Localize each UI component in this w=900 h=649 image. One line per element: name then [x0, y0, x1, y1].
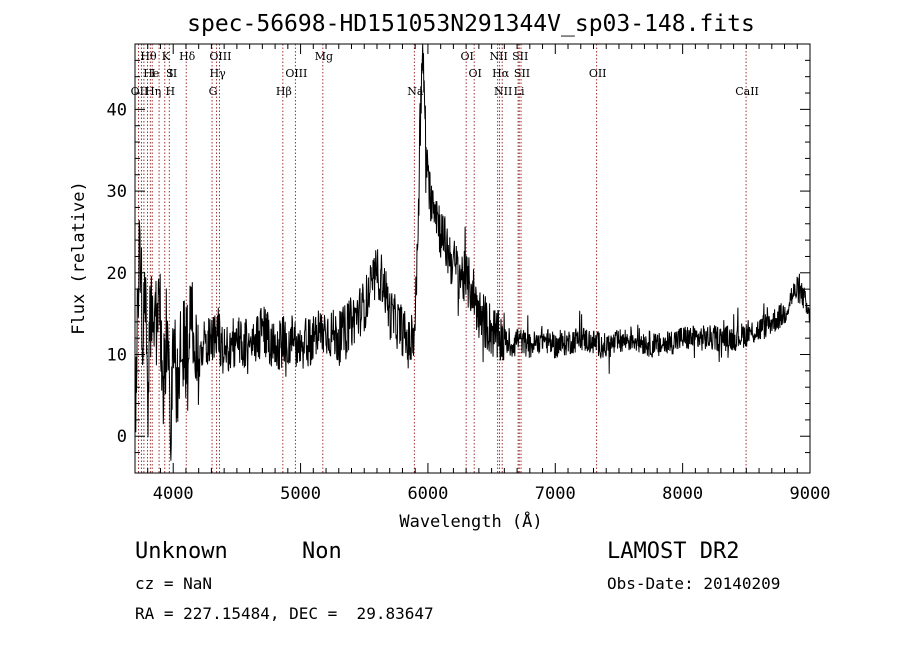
- line-label: Mg: [315, 50, 333, 63]
- chart-title: spec-56698-HD151053N291344V_sp03-148.fit…: [187, 11, 755, 37]
- y-tick-label: 30: [107, 182, 127, 202]
- subclass-label: Non: [302, 539, 342, 564]
- line-label: H: [165, 85, 175, 98]
- line-label: K: [162, 50, 171, 63]
- line-label: G: [209, 85, 218, 98]
- cz-text: cz = NaN: [135, 574, 213, 593]
- line-label: OIII: [285, 67, 307, 80]
- x-tick-label: 5000: [280, 484, 321, 504]
- line-label: OI: [468, 67, 481, 80]
- line-label: Li: [514, 85, 525, 98]
- line-label: II: [169, 67, 178, 80]
- line-label: OI: [460, 50, 473, 63]
- y-tick-label: 0: [117, 427, 127, 447]
- plot-frame: [134, 43, 811, 474]
- x-tick-label: 6000: [407, 484, 448, 504]
- line-label: CaII: [735, 85, 759, 98]
- line-label: S: [166, 67, 174, 80]
- line-label: Hθ: [140, 50, 157, 63]
- y-axis-label: Flux (relative): [69, 181, 89, 335]
- line-label: Hβ: [276, 85, 292, 98]
- line-label: He: [143, 67, 159, 80]
- line-markers: [138, 44, 747, 473]
- y-tick-label: 40: [107, 100, 127, 120]
- line-label: OIII: [209, 50, 231, 63]
- line-label: SII: [514, 67, 530, 80]
- x-tick-label: 7000: [535, 484, 576, 504]
- x-tick-label: 8000: [662, 484, 703, 504]
- y-tick-label: 10: [107, 346, 127, 366]
- line-label: Hα: [492, 67, 510, 80]
- survey-label: LAMOST DR2: [607, 539, 740, 564]
- coords-text: RA = 227.15484, DEC = 29.83647: [135, 604, 434, 623]
- line-label: Hδ: [179, 50, 196, 63]
- spectrum-line: [134, 43, 810, 461]
- line-label: Hη: [145, 85, 161, 98]
- line-label: I: [151, 67, 155, 80]
- line-label: OII: [589, 67, 607, 80]
- line-label: NII: [490, 50, 508, 63]
- class-label: Unknown: [135, 539, 228, 564]
- y-tick-label: 20: [107, 264, 127, 284]
- line-label: SII: [512, 50, 528, 63]
- obs-date-text: Obs-Date: 20140209: [607, 574, 781, 593]
- line-label: Na: [407, 85, 424, 98]
- axes: 4000 5000 6000 7000 8000 9000 0 10 20 30 40: [107, 44, 831, 504]
- x-tick-label: 9000: [790, 484, 831, 504]
- spectrum-series: [134, 43, 810, 461]
- x-tick-label: 4000: [153, 484, 194, 504]
- line-label: Hγ: [210, 67, 227, 80]
- x-axis-label: Wavelength (Å): [399, 510, 542, 532]
- line-label: NII: [494, 85, 512, 98]
